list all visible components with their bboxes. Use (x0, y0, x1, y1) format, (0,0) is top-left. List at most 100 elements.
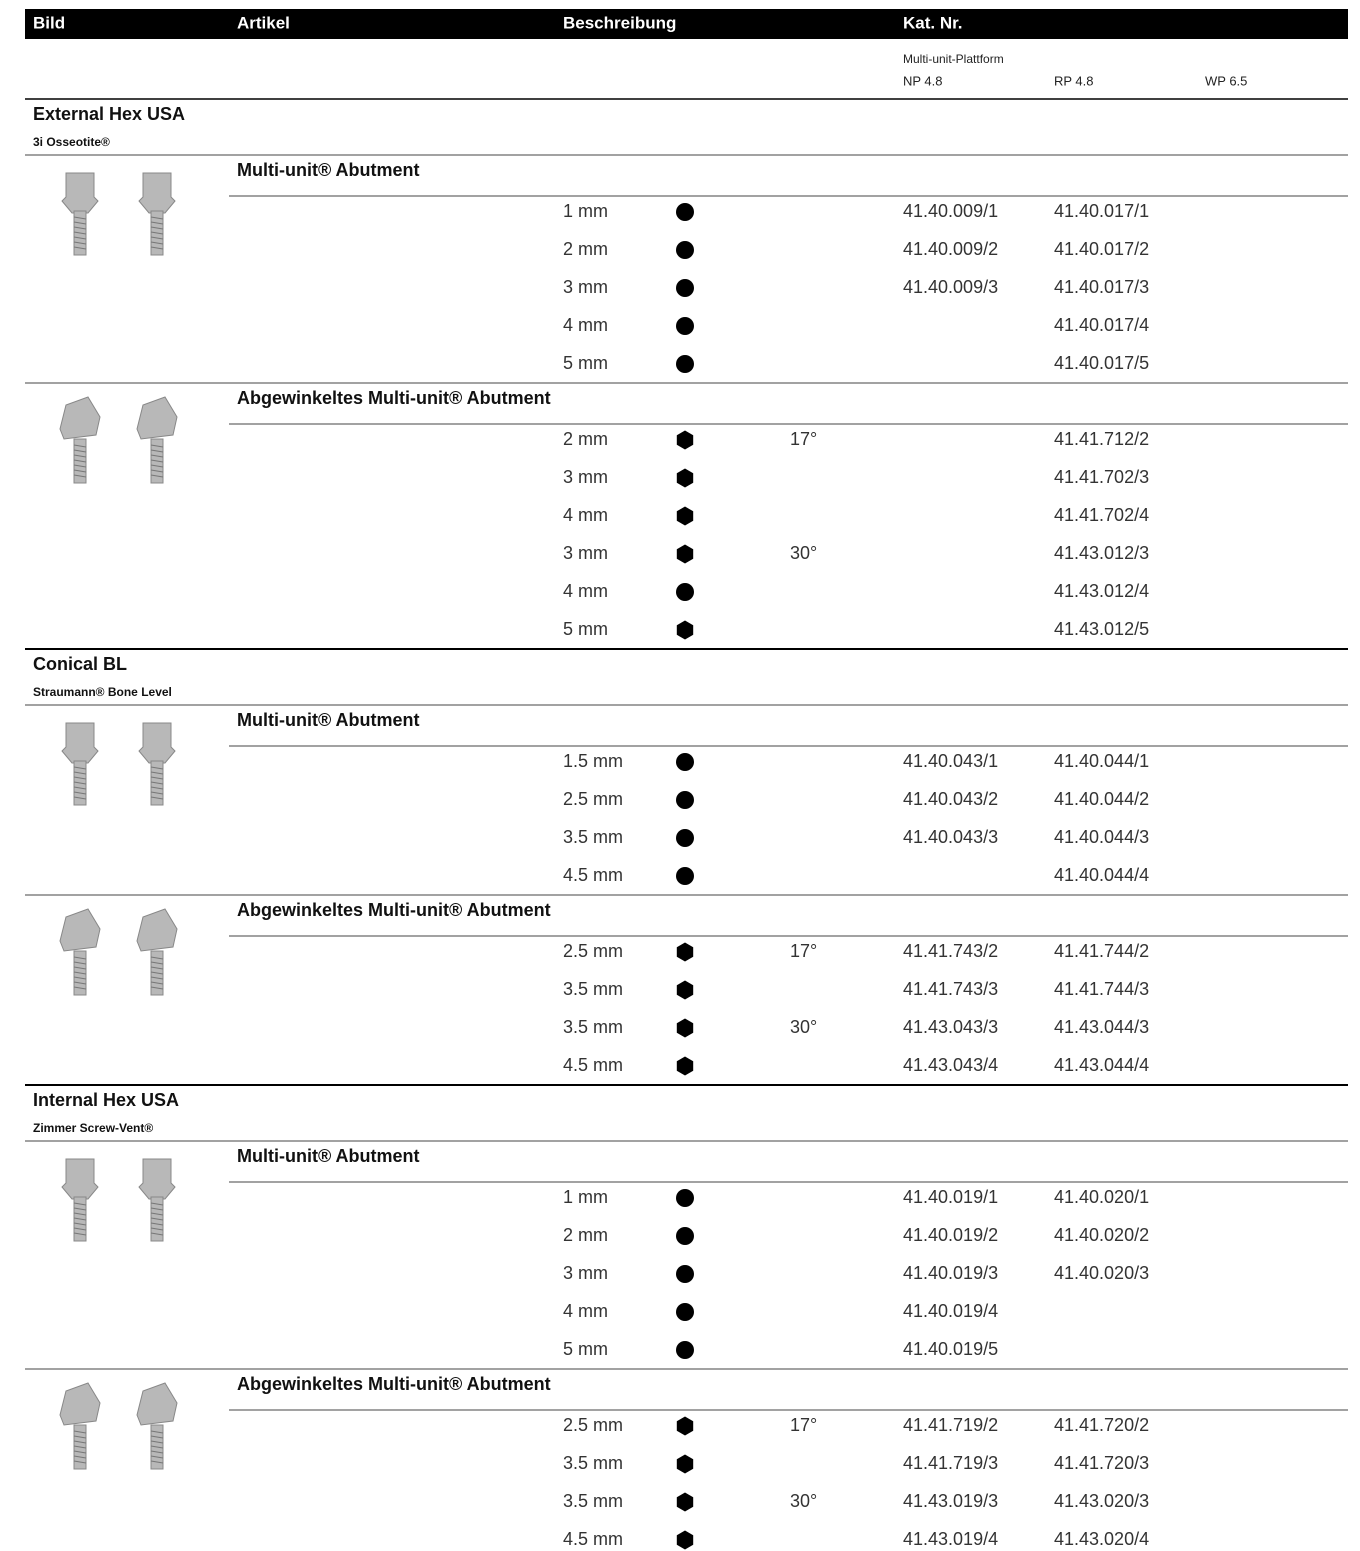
catalog-number: 41.40.043/3 (903, 827, 998, 847)
catalog-number: 41.40.017/5 (1054, 353, 1149, 373)
image-part (150, 469, 164, 473)
catalog-number: 41.40.043/2 (903, 789, 998, 809)
angle: 17° (790, 1415, 817, 1435)
height: 4 mm (563, 505, 608, 525)
image-part (138, 172, 176, 214)
angle: 30° (790, 1017, 817, 1037)
image-part (73, 1445, 87, 1449)
image-part (136, 1382, 178, 1426)
height: 4.5 mm (563, 1529, 623, 1549)
image-part (73, 786, 87, 790)
height: 3.5 mm (563, 1017, 623, 1037)
image-part (61, 172, 99, 214)
product-image (61, 722, 99, 806)
image-part (150, 766, 164, 770)
catalog-number: 41.40.017/2 (1054, 239, 1149, 259)
image-part (73, 1435, 87, 1439)
image-part (150, 986, 164, 990)
height: 4 mm (563, 315, 608, 335)
image-part (150, 1450, 164, 1454)
hexagon-icon (676, 620, 694, 640)
image-part (73, 1202, 87, 1206)
image-part (150, 464, 164, 468)
image-part (150, 981, 164, 985)
image-part (150, 236, 164, 240)
image-part (73, 1232, 87, 1236)
image-part (150, 246, 164, 250)
catalog-number: 41.43.044/3 (1054, 1017, 1149, 1037)
hexagon-icon (676, 942, 694, 962)
catalog-number: 41.43.019/4 (903, 1529, 998, 1549)
image-part (73, 221, 87, 225)
column-header: Beschreibung (563, 13, 676, 32)
height: 1 mm (563, 1187, 608, 1207)
circle-icon (676, 829, 694, 847)
platform: WP 6.5 (1205, 73, 1247, 88)
catalog-number: 41.40.043/1 (903, 751, 998, 771)
image-part (73, 1430, 87, 1434)
platform: NP 4.8 (903, 73, 943, 88)
catalog-number: 41.41.712/2 (1054, 429, 1149, 449)
image-part (150, 1435, 164, 1439)
image-part (150, 1430, 164, 1434)
catalog-number: 41.40.020/1 (1054, 1187, 1149, 1207)
catalog-number: 41.40.017/4 (1054, 315, 1149, 335)
image-part (150, 956, 164, 960)
image-part (150, 1212, 164, 1216)
hexagon-icon (676, 1416, 694, 1436)
image-part (73, 449, 87, 453)
image-part (73, 986, 87, 990)
catalog-number: 41.40.009/1 (903, 201, 998, 221)
product-image (61, 1158, 99, 1242)
hexagon-icon (676, 468, 694, 488)
height: 4 mm (563, 1301, 608, 1321)
height: 3 mm (563, 277, 608, 297)
height: 4.5 mm (563, 865, 623, 885)
circle-icon (676, 1189, 694, 1207)
image-part (150, 216, 164, 220)
catalog-number: 41.40.044/3 (1054, 827, 1149, 847)
image-part (73, 1212, 87, 1216)
image-part (61, 1158, 99, 1200)
image-part (150, 474, 164, 478)
image-part (73, 771, 87, 775)
circle-icon (676, 203, 694, 221)
image-part (150, 221, 164, 225)
catalog-number: 41.41.743/2 (903, 941, 998, 961)
image-part (138, 722, 176, 764)
image-part (150, 1232, 164, 1236)
circle-icon (676, 241, 694, 259)
image-part (73, 1455, 87, 1459)
image-part (150, 776, 164, 780)
image-part (150, 454, 164, 458)
product-image (138, 1158, 176, 1242)
image-part (73, 474, 87, 478)
image-part (138, 1158, 176, 1200)
catalog-number: 41.40.019/4 (903, 1301, 998, 1321)
image-part (73, 1222, 87, 1226)
product-image (59, 1382, 101, 1470)
image-part (73, 246, 87, 250)
image-part (150, 966, 164, 970)
product-image (136, 908, 178, 996)
image-part (73, 766, 87, 770)
image-part (150, 1227, 164, 1231)
product-name: Abgewinkeltes Multi-unit® Abutment (237, 388, 551, 408)
circle-icon (676, 279, 694, 297)
height: 3.5 mm (563, 827, 623, 847)
image-part (73, 791, 87, 795)
catalog-number: 41.43.012/4 (1054, 581, 1149, 601)
angle: 30° (790, 543, 817, 563)
image-part (73, 1440, 87, 1444)
catalog-number: 41.41.719/2 (903, 1415, 998, 1435)
product-image (59, 396, 101, 484)
product-image (61, 172, 99, 256)
height: 2.5 mm (563, 941, 623, 961)
catalog-number: 41.43.020/4 (1054, 1529, 1149, 1549)
image-part (73, 966, 87, 970)
section-title: Conical BL (33, 654, 127, 674)
column-header: Kat. Nr. (903, 13, 963, 32)
image-part (73, 971, 87, 975)
image-part (150, 781, 164, 785)
image-part (150, 226, 164, 230)
